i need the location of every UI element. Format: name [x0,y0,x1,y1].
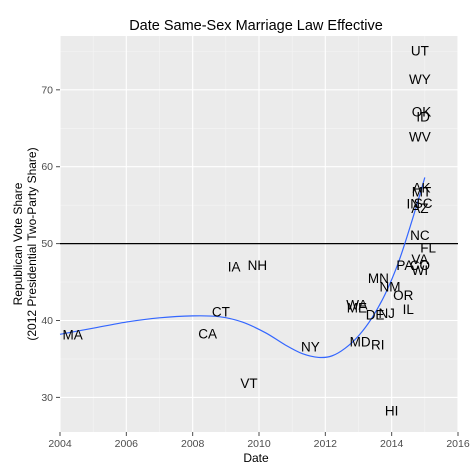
state-label-ma: MA [62,327,82,342]
x-axis-title: Date [243,451,269,465]
x-tick-label: 2012 [314,438,338,450]
y-axis-title-line-1: Republican Vote Share [11,182,25,305]
x-tick-label: 2008 [181,438,205,450]
y-tick-label: 40 [41,315,53,327]
state-label-az: AZ [411,201,428,216]
state-label-ut: UT [411,44,429,59]
state-label-fl: FL [420,240,436,255]
state-label-wa: WA [346,297,367,312]
state-label-pa: PA [396,258,413,273]
state-label-ny: NY [301,340,320,355]
x-tick-label: 2010 [247,438,271,450]
state-label-ia: IA [228,260,241,275]
state-label-in: IN [406,197,420,212]
x-tick-label: 2006 [115,438,139,450]
state-label-mn: MN [368,271,389,286]
state-label-sc: SC [414,196,433,211]
state-label-nm: NM [380,280,401,295]
x-tick-label: 2004 [48,438,72,450]
state-label-va: VA [411,252,428,267]
state-label-nh: NH [248,258,268,273]
x-tick-label: 2016 [446,438,470,450]
x-tick-label: 2014 [380,438,404,450]
state-label-me: ME [347,300,367,315]
state-label-co: CO [410,258,430,273]
state-label-hi: HI [385,403,399,418]
y-axis-title: Republican Vote Share (2012 Presidential… [11,147,39,340]
chart-title: Date Same-Sex Marriage Law Effective [129,18,383,34]
x-axis: 2004 2006 2008 2010 2012 2014 2016 [48,432,470,450]
state-label-md: MD [350,334,371,349]
state-label-de: DE [366,307,385,322]
state-label-il: IL [403,302,415,317]
state-label-mt: MT [412,184,432,199]
state-label-nj: NJ [378,306,395,321]
smooth-curve-group [59,177,426,359]
state-label-nc: NC [410,228,430,243]
state-label-ri: RI [371,337,385,352]
y-tick-label: 60 [41,161,53,173]
state-label-ct: CT [212,304,230,319]
y-tick-label: 70 [41,84,53,96]
y-axis-title-line-2: (2012 Presidential Two-Party Share) [25,147,39,340]
state-label-wv: WV [409,130,431,145]
state-label-ca: CA [198,327,217,342]
state-label-wi: WI [412,263,429,278]
y-tick-label: 50 [41,238,53,250]
y-axis: 30 40 50 60 70 [41,84,60,404]
state-label-ok: OK [412,104,432,119]
state-label-ak: AK [413,180,431,195]
smooth-trend-line [59,177,426,359]
state-label-id: ID [416,110,430,125]
y-tick-label: 30 [41,392,53,404]
state-label-vt: VT [240,376,257,391]
state-label-wy: WY [409,72,431,87]
state-label-or: OR [393,288,414,303]
